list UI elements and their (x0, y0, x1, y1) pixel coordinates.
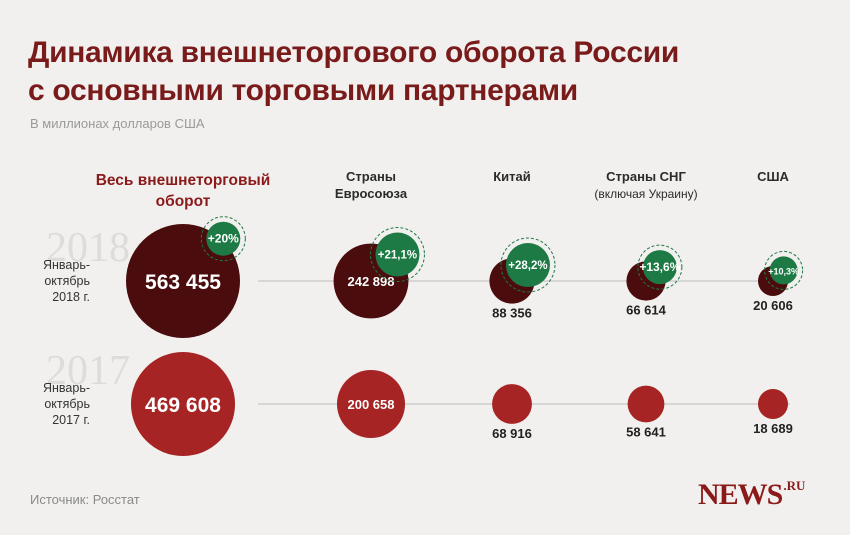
watermark-year-2018: 2018 (46, 225, 130, 271)
logo-suffix: .RU (783, 478, 806, 493)
category-header-0-line-0: Весь внешнеторговый (96, 172, 271, 189)
value-label-2017-3: 58 641 (626, 424, 666, 439)
newsru-logo: NEWS.RU (698, 478, 805, 512)
bubble-2018-0 (126, 224, 240, 338)
chart-title: Динамика внешнеторгового оборота России … (28, 34, 748, 110)
growth-badge-ring-0 (200, 216, 246, 262)
growth-badge-0 (206, 221, 241, 256)
growth-label-0: +20% (208, 232, 239, 246)
period-label-2017-line-1: октябрь (44, 397, 90, 411)
category-header-0-line-1: оборот (156, 193, 211, 210)
period-label-2017-line-0: Январь- (43, 381, 90, 395)
growth-badge-4 (769, 256, 798, 285)
period-label-2018-line-2: 2018 г. (52, 290, 90, 304)
watermark-year-2017: 2017 (46, 348, 130, 394)
growth-badge-1 (375, 232, 420, 277)
value-label-2017-2: 68 916 (492, 426, 532, 441)
logo-main: NEWS (698, 478, 783, 511)
category-header-1-line-1: Евросоюза (335, 186, 408, 201)
growth-badge-ring-2 (500, 237, 556, 293)
growth-badge-ring-3 (637, 244, 683, 290)
growth-label-1: +21,1% (378, 250, 417, 262)
value-label-2017-1: 200 658 (348, 397, 395, 412)
category-header-3-line-1: (включая Украину) (594, 187, 697, 201)
category-header-4-line-0: США (757, 169, 789, 184)
bubble-2017-0 (130, 351, 236, 457)
growth-label-2: +28,2% (508, 260, 547, 272)
bubble-2017-2 (492, 384, 532, 424)
value-label-2017-4: 18 689 (753, 421, 793, 436)
value-label-2018-4: 20 606 (753, 298, 793, 313)
value-label-2018-1: 242 898 (348, 274, 395, 289)
growth-badge-3 (642, 250, 677, 285)
category-header-3-line-0: Страны СНГ (606, 169, 686, 184)
growth-badge-2 (505, 243, 550, 288)
period-label-2017-line-2: 2017 г. (52, 413, 90, 427)
category-header-2-line-0: Китай (493, 169, 531, 184)
period-label-2018-line-0: Январь- (43, 258, 90, 272)
value-label-2018-3: 66 614 (626, 303, 667, 318)
growth-label-4: +10,3% (768, 266, 799, 276)
value-label-2018-0: 563 455 (145, 271, 221, 294)
growth-label-3: +13,6% (639, 260, 680, 274)
chart-title-line-1: Динамика внешнеторгового оборота России (28, 36, 679, 69)
bubble-2017-1 (336, 369, 406, 439)
bubble-2017-3 (627, 385, 665, 423)
growth-badge-ring-1 (369, 227, 425, 283)
chart-title-line-2: с основными торговыми партнерами (28, 74, 578, 107)
category-header-1-line-0: Страны (346, 169, 396, 184)
value-label-2018-2: 88 356 (492, 306, 532, 321)
bubble-2017-4 (758, 389, 788, 419)
source-note: Источник: Росстат (30, 492, 140, 507)
value-label-2017-0: 469 608 (145, 394, 221, 417)
period-label-2018-line-1: октябрь (44, 274, 90, 288)
growth-badge-ring-4 (764, 250, 804, 290)
chart-subtitle: В миллионах долларов США (30, 116, 205, 131)
